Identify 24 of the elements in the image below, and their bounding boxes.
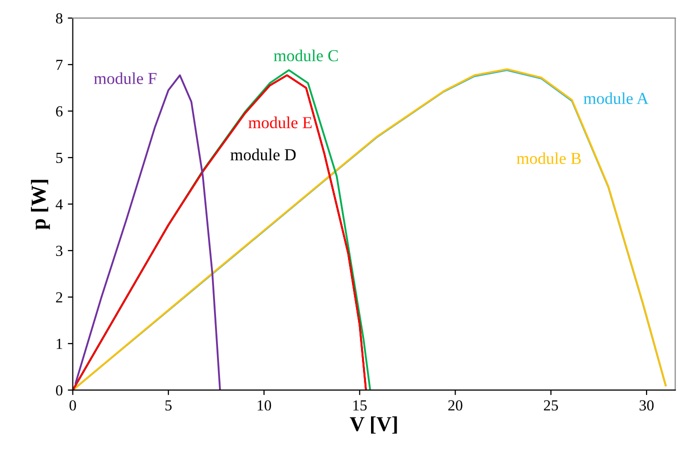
y-tick-label: 1 (56, 338, 62, 349)
x-tick-label: 5 (165, 400, 172, 411)
x-tick-label: 20 (448, 400, 462, 411)
y-axis-title: p [W] (30, 180, 50, 230)
x-axis-title: V [V] (350, 416, 397, 434)
series-label: module B (516, 152, 581, 164)
y-tick-label: 3 (56, 246, 62, 256)
x-tick-label: 10 (258, 400, 272, 411)
series-label: module E (248, 116, 312, 128)
x-tick-label: 0 (70, 400, 76, 411)
y-tick-label: 8 (56, 13, 62, 24)
y-tick-label: 7 (56, 60, 63, 70)
x-tick-label: 15 (353, 400, 367, 411)
series-label: module D (230, 148, 296, 160)
series-label: module A (584, 92, 648, 104)
y-tick-label: 6 (56, 106, 63, 117)
series-label: module C (274, 50, 338, 62)
y-tick-label: 5 (56, 152, 62, 164)
y-tick-label: 0 (56, 385, 62, 396)
x-tick-label: 30 (640, 400, 654, 411)
y-tick-label: 2 (56, 292, 62, 302)
series-label: module F (94, 72, 156, 84)
x-tick-label: 25 (544, 400, 558, 411)
y-tick-label: 4 (56, 199, 63, 210)
